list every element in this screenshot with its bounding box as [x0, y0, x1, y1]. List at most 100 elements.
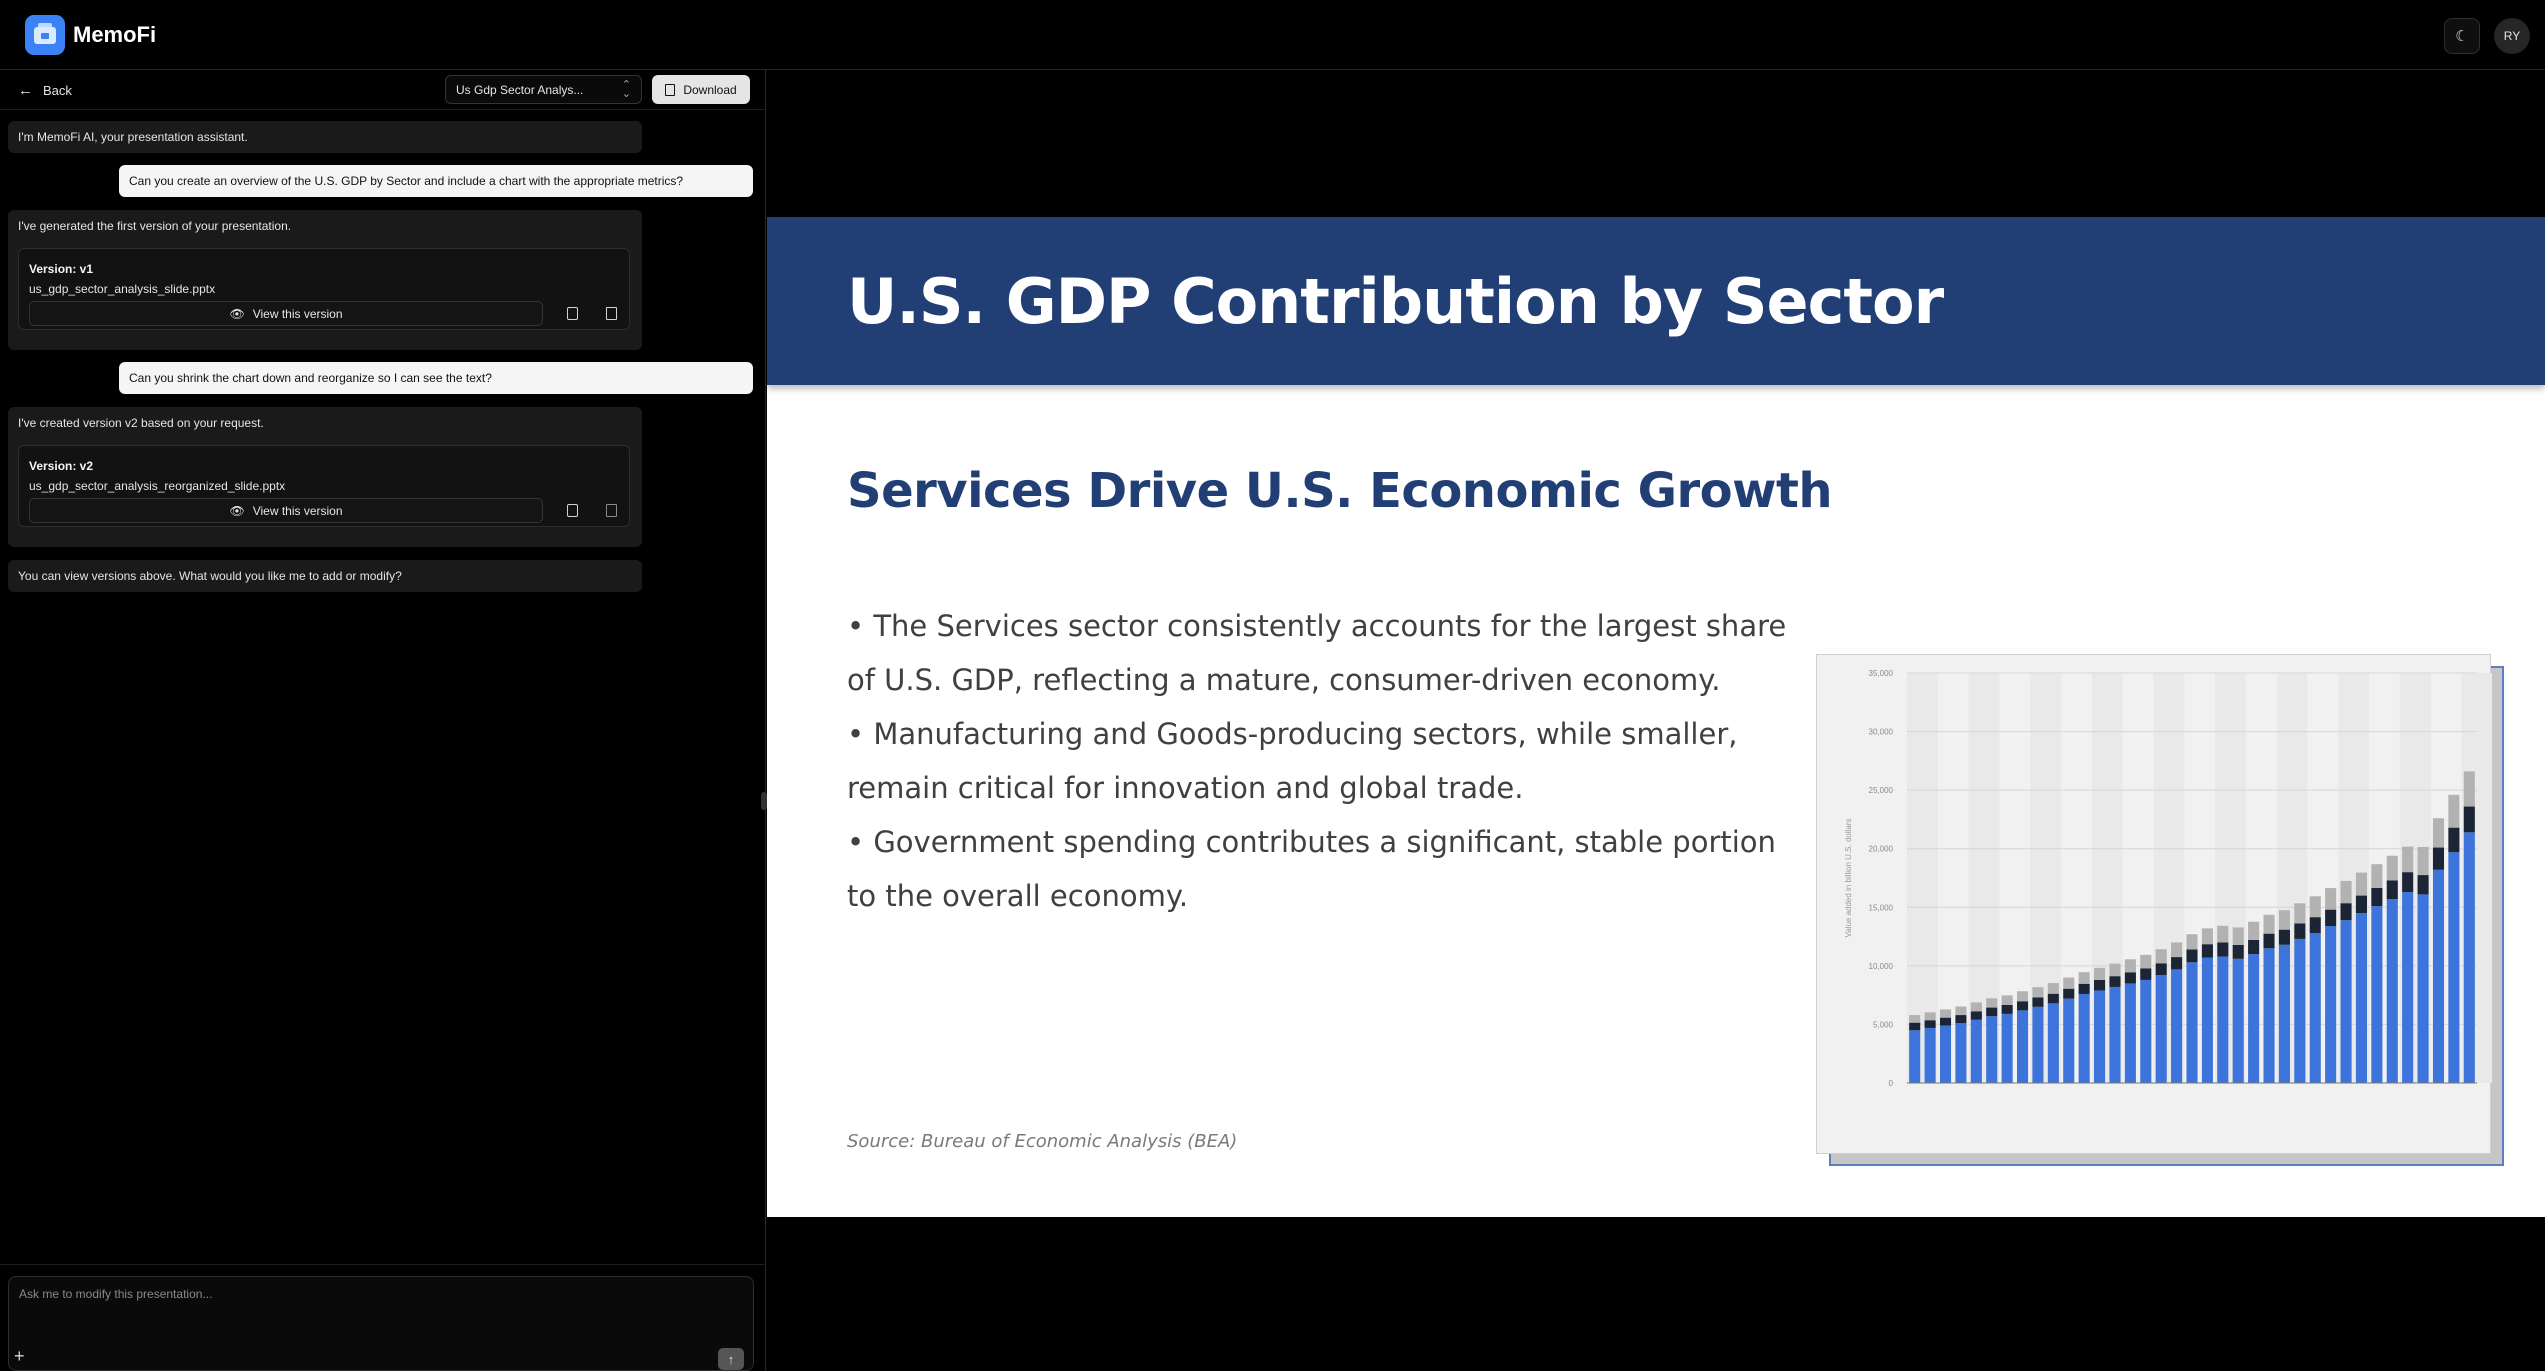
chart-bar-segment [2171, 942, 2183, 958]
chart-bar-segment [1939, 1009, 1952, 1018]
message-text: I'm MemoFi AI, your presentation assista… [18, 130, 248, 144]
chart-bar-segment [2232, 945, 2244, 959]
chart-bar-segment [1955, 1023, 1967, 1083]
back-label: Back [43, 82, 72, 98]
chart-bar-segment [2432, 869, 2445, 1083]
chart-bar-segment [2463, 832, 2475, 1083]
chart-bar-segment [2109, 976, 2121, 987]
chart-bar-segment [2217, 956, 2229, 1083]
download-button[interactable]: Download [652, 75, 750, 104]
y-tick-label: 5,000 [1873, 1020, 1894, 1029]
chevron-up-down-icon: ⌃ ⌄ [621, 79, 631, 100]
chart-bar-segment [2386, 855, 2398, 881]
user-avatar[interactable]: RY [2494, 18, 2530, 54]
chart-bar-segment [1986, 1007, 1998, 1017]
chart-bar-segment [2124, 959, 2136, 973]
user-message: Can you shrink the chart down and reorga… [119, 362, 753, 394]
version-file-name: us_gdp_sector_analysis_slide.pptx [29, 282, 216, 296]
chart-bar-segment [1939, 1025, 1952, 1083]
chart-bar-segment [2001, 995, 2013, 1005]
app-title: MemoFi [73, 22, 157, 47]
chart-bar-segment [2340, 903, 2352, 921]
chart-bar-segment [2432, 847, 2445, 870]
slide-title: U.S. GDP Contribution by Sector [847, 265, 1944, 338]
slide-source: Source: Bureau of Economic Analysis (BEA… [847, 1131, 1238, 1152]
chart-bar-segment [2309, 917, 2321, 934]
chart-bar-segment [2386, 880, 2398, 900]
chart-bar-segment [2278, 910, 2290, 930]
chart-bar-segment [2063, 998, 2075, 1083]
chart-bar-segment [2278, 944, 2290, 1083]
theme-toggle-button[interactable]: ☾ [2444, 18, 2480, 54]
panel-resize-handle[interactable] [761, 792, 767, 810]
presentation-select-value: Us Gdp Sector Analys... [456, 83, 584, 97]
copy-icon[interactable] [567, 307, 578, 320]
chart-bar-segment [2047, 983, 2059, 994]
version-title: Version: v1 [29, 262, 94, 276]
y-axis-label: Value added in billion U.S. dollars [1844, 818, 1853, 937]
chart-bar-segment [2463, 771, 2475, 807]
y-tick-label: 25,000 [1869, 786, 1894, 795]
chart-bar-segment [2124, 972, 2136, 984]
chart-bar-segment [2155, 975, 2167, 1083]
chart-bar-segment [2063, 977, 2075, 989]
file-icon [665, 83, 676, 96]
chart-bar-segment [2340, 880, 2352, 904]
chart-bar-segment [2340, 920, 2352, 1083]
chart-bar-segment [1970, 1002, 1982, 1012]
y-tick-label: 30,000 [1869, 728, 1894, 737]
chart-bar-segment [2186, 934, 2198, 950]
view-version-label: View this version [252, 306, 343, 321]
chart-bar-segment [2294, 938, 2306, 1083]
presentation-select[interactable]: Us Gdp Sector Analys... ⌃ ⌄ [445, 75, 642, 104]
file-download-icon[interactable] [606, 504, 617, 517]
chart-bar-segment [2371, 887, 2383, 907]
assistant-message: I'm MemoFi AI, your presentation assista… [8, 121, 642, 153]
chart-bar-segment [2248, 939, 2260, 955]
chart-bar-segment [2032, 987, 2044, 998]
chart-bar-segment [1970, 1011, 1982, 1020]
chart-bar-segment [2217, 942, 2229, 957]
chart-bar-segment [1955, 1015, 1967, 1024]
eye-icon: 👁 [229, 503, 245, 518]
y-tick-label: 0 [1889, 1079, 1894, 1088]
chart-bar-segment [2201, 957, 2213, 1083]
chart-bar-segment [2140, 968, 2152, 980]
chart-bar-segment [2047, 993, 2059, 1004]
chart-bar-segment [2186, 949, 2198, 963]
chart-bar-segment [2063, 988, 2075, 999]
chart-bar-segment [2432, 818, 2445, 848]
chart-bar-segment [2417, 846, 2429, 876]
version-card: Version: v1 us_gdp_sector_analysis_slide… [18, 248, 630, 330]
chart-bar-segment [2155, 963, 2167, 976]
chart-bar-segment [2386, 899, 2398, 1083]
message-text: Can you shrink the chart down and reorga… [129, 371, 492, 385]
file-download-icon[interactable] [606, 307, 617, 320]
chart-bar-segment [2417, 875, 2429, 895]
send-button[interactable]: ↑ [718, 1348, 744, 1370]
chart-bar-segment [2294, 923, 2306, 939]
back-button[interactable]: ← Back [18, 80, 72, 100]
chart-bar-segment [2232, 958, 2244, 1083]
chart-bar-segment [2140, 979, 2152, 1083]
chart-bar-segment [1909, 1015, 1921, 1023]
slide-bullets: • The Services sector consistently accou… [847, 599, 1787, 923]
slide-title-band: U.S. GDP Contribution by Sector [767, 217, 2545, 385]
arrow-left-icon: ← [18, 81, 33, 99]
chart-bar-segment [2124, 983, 2136, 1083]
copy-icon[interactable] [567, 504, 578, 517]
chart-bar-segment [1924, 1012, 1936, 1021]
chart-bar-segment [1939, 1017, 1952, 1026]
chart-bar-segment [2448, 852, 2460, 1083]
chart-bar-segment [2402, 846, 2414, 873]
slide-viewer: U.S. GDP Contribution by Sector Services… [767, 70, 2545, 1371]
chat-input[interactable]: Ask me to modify this presentation... [8, 1276, 754, 1371]
chart-bar-segment [1986, 1016, 1998, 1083]
add-attachment-button[interactable]: + [14, 1346, 25, 1366]
download-label: Download [683, 82, 737, 97]
view-version-button[interactable]: 👁 View this version [29, 498, 543, 523]
moon-icon: ☾ [2455, 28, 2469, 45]
chart-bar-segment [2094, 979, 2106, 991]
arrow-up-icon: ↑ [727, 1351, 735, 1367]
view-version-button[interactable]: 👁 View this version [29, 301, 543, 326]
